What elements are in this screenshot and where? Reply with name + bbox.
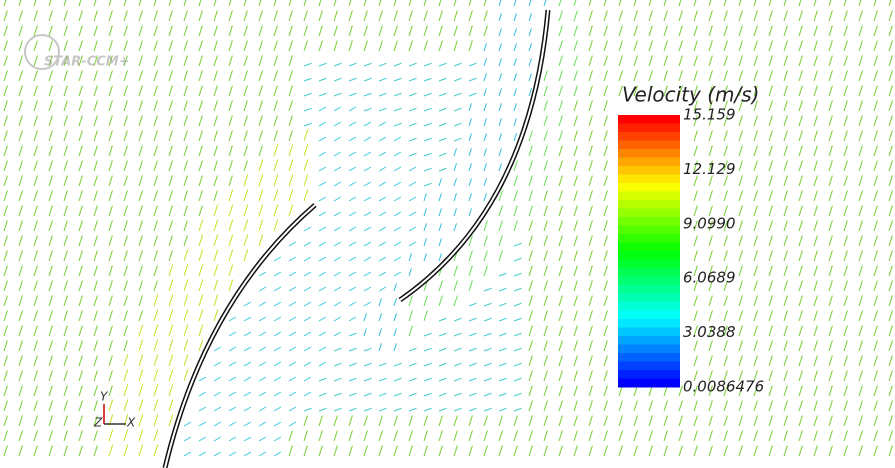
colorbar-band [618,226,680,235]
colorbar-band [618,141,680,150]
background [0,0,895,468]
colorbar-label: 0.0086476 [683,378,764,396]
triad-label: X [126,416,136,430]
triad-label: Z [93,416,103,430]
colorbar-band [618,302,680,311]
colorbar-band [618,336,680,345]
colorbar-band [618,319,680,328]
colorbar-band [618,362,680,371]
colorbar-band [618,217,680,226]
colorbar-band [618,183,680,192]
colorbar-band [618,328,680,337]
colorbar-band [618,294,680,303]
colorbar-band [618,158,680,167]
legend-title: Velocity (m/s) [622,83,759,107]
logo-text: STAR-CCM+ [44,55,130,70]
colorbar-band [618,370,680,379]
colorbar-band [618,175,680,184]
colorbar-band [618,379,680,388]
colorbar-band [618,260,680,269]
colorbar-band [618,345,680,354]
colorbar-band [618,243,680,252]
colorbar-band [618,285,680,294]
colorbar-band [618,115,680,124]
colorbar-label: 15.159 [683,106,736,124]
colorbar-label: 6.0689 [683,269,736,287]
colorbar-band [618,234,680,243]
colorbar-band [618,277,680,286]
colorbar-label: 9.0990 [683,214,736,232]
colorbar-band [618,311,680,320]
colorbar-band [618,209,680,218]
colorbar-band [618,353,680,362]
colorbar-band [618,166,680,175]
colorbar-band [618,192,680,201]
colorbar-band [618,251,680,260]
colorbar-band [618,268,680,277]
colorbar-band [618,200,680,209]
colorbar-band [618,124,680,133]
colorbar-band [618,132,680,141]
colorbar-band [618,149,680,158]
viewport: STAR-CCM+ 15.159 12.129 9.0990 6.0689 3.0388… [0,0,895,468]
colorbar-label: 3.0388 [683,323,736,341]
colorbar-label: 12.129 [683,160,736,178]
